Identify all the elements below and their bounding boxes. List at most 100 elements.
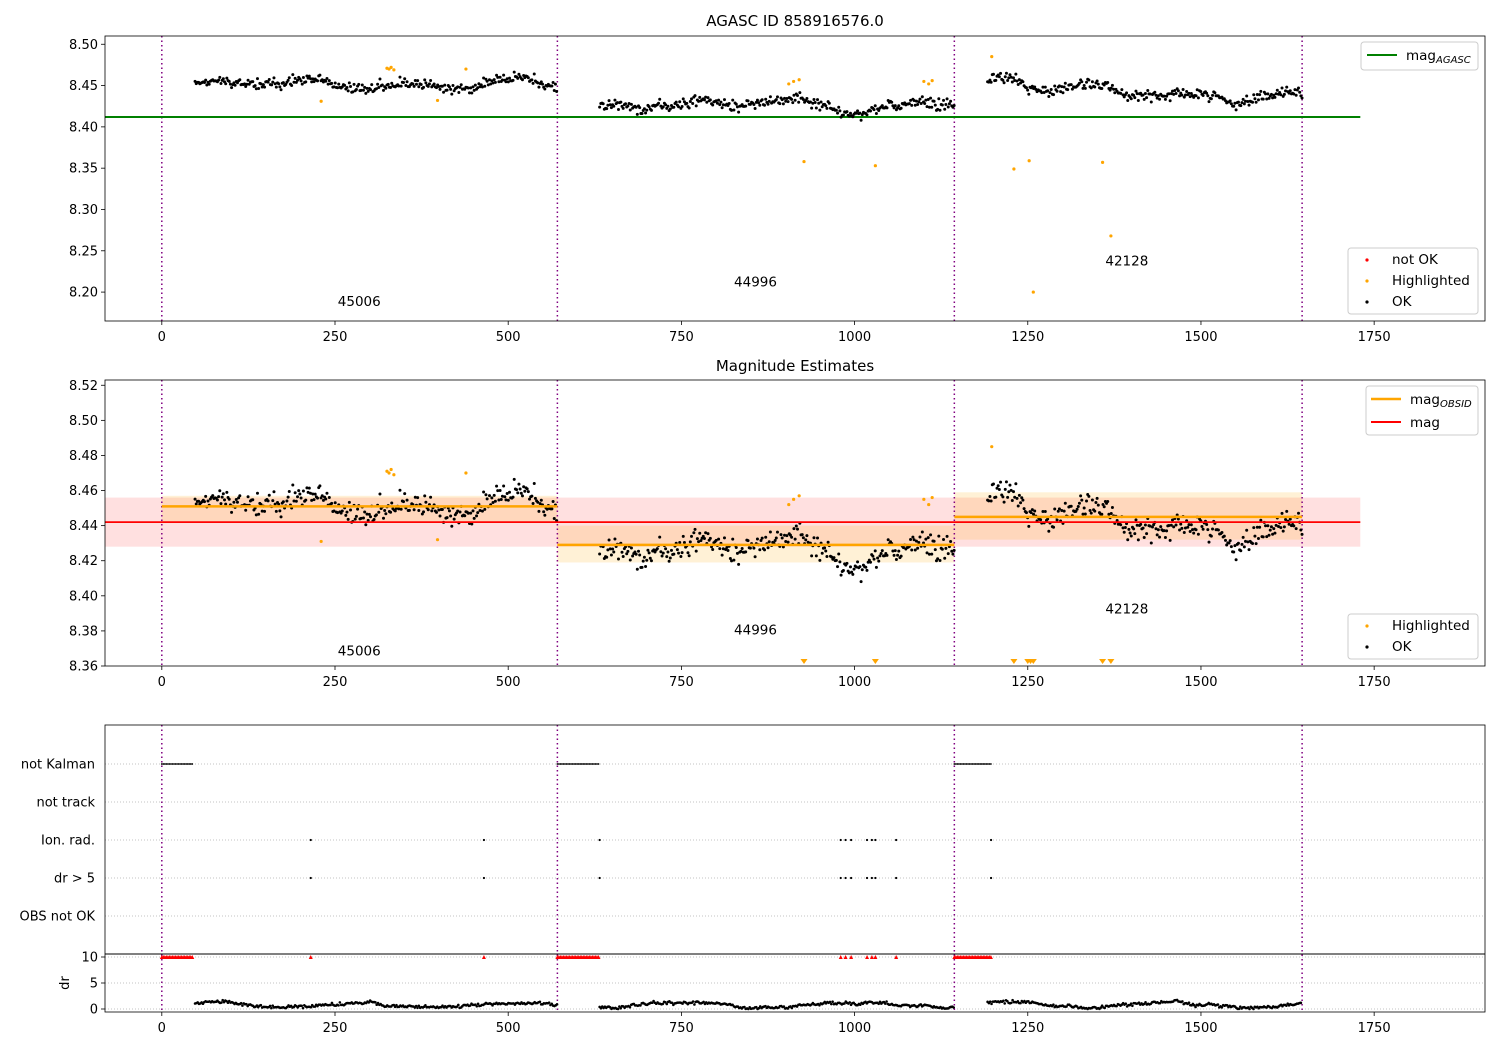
ok-point — [316, 79, 320, 83]
dr-capped-marker — [596, 955, 601, 959]
not-kalman-point — [574, 763, 577, 765]
ok-point — [929, 533, 933, 537]
ok-point — [194, 502, 198, 506]
not-kalman-point — [567, 763, 569, 765]
ok-point — [929, 96, 933, 100]
dr-point — [828, 1000, 832, 1004]
ok-point — [292, 499, 296, 503]
ok-point — [720, 553, 724, 557]
ok-point — [783, 533, 787, 537]
ok-point — [937, 534, 941, 538]
ok-point — [291, 483, 295, 487]
ok-point — [1080, 80, 1084, 84]
ok-point — [1142, 536, 1146, 540]
ok-point — [725, 545, 729, 549]
ok-point — [820, 105, 824, 109]
ok-point — [825, 554, 829, 558]
ok-point — [1060, 85, 1064, 89]
ok-point — [1003, 487, 1007, 491]
ok-point — [1261, 97, 1265, 101]
ok-point — [536, 500, 540, 504]
ok-point — [359, 516, 363, 520]
ok-point — [1188, 95, 1192, 99]
dr-point — [301, 1006, 305, 1010]
ok-point — [301, 489, 305, 493]
ok-point — [478, 508, 482, 512]
dr-point — [1052, 1003, 1055, 1007]
obsid-label: 42128 — [1105, 254, 1148, 270]
not-kalman-point — [986, 763, 989, 765]
highlighted-point — [319, 539, 323, 544]
dr-point — [1144, 1001, 1147, 1004]
ok-point — [775, 530, 779, 534]
ok-point — [390, 501, 394, 505]
ok-point — [361, 88, 365, 92]
ok-point — [543, 87, 547, 91]
ok-point — [1002, 81, 1006, 85]
ok-point — [674, 100, 678, 104]
ok-point — [1211, 527, 1215, 531]
not-kalman-point — [558, 763, 560, 765]
dr-point — [619, 1007, 622, 1010]
ok-point — [432, 82, 436, 86]
ok-point — [638, 106, 642, 110]
ok-point — [616, 108, 620, 112]
ok-point — [1126, 98, 1130, 102]
ok-point — [449, 87, 453, 91]
ok-point — [277, 82, 281, 86]
ion-rad-point — [850, 838, 853, 842]
obsid-label: 45006 — [338, 294, 381, 310]
ok-point — [381, 88, 385, 92]
ok-point — [404, 84, 408, 88]
dr-point — [988, 1000, 992, 1003]
ok-point — [300, 82, 304, 86]
ok-point — [693, 94, 697, 98]
ok-point — [609, 106, 613, 110]
ok-point — [938, 558, 942, 562]
ok-point — [790, 97, 794, 101]
ok-point — [1207, 100, 1211, 104]
ok-point — [485, 497, 489, 501]
ok-point — [1009, 488, 1013, 492]
ok-point — [1158, 97, 1162, 101]
y-tick-label: 8.48 — [69, 449, 98, 464]
not-kalman-point — [968, 763, 971, 765]
ok-point — [426, 84, 430, 88]
ok-point — [946, 552, 950, 556]
not-kalman-point — [564, 763, 566, 765]
ok-point — [999, 480, 1003, 484]
ok-point — [665, 106, 669, 110]
not-kalman-point — [974, 763, 977, 765]
ok-point — [760, 536, 764, 540]
ok-point — [688, 540, 692, 544]
not-kalman-point — [570, 763, 572, 765]
not-kalman-point — [174, 763, 177, 765]
ok-point — [500, 494, 504, 498]
ok-point — [637, 549, 641, 553]
dr-point — [259, 1003, 263, 1007]
ok-point — [285, 499, 289, 503]
ok-point — [551, 80, 555, 84]
ok-point — [936, 107, 940, 111]
ok-point — [508, 76, 512, 80]
ok-point — [215, 498, 219, 502]
ok-point — [1004, 71, 1008, 75]
ok-point — [370, 83, 374, 87]
ok-point — [324, 497, 328, 501]
ok-point — [434, 510, 438, 514]
ok-point — [664, 547, 668, 551]
ok-point — [1093, 85, 1097, 89]
ok-point — [988, 494, 992, 498]
ok-point — [352, 82, 356, 86]
ok-point — [680, 551, 684, 555]
ok-point — [885, 106, 889, 110]
ok-point — [1032, 512, 1036, 516]
ok-point — [299, 496, 303, 500]
out-of-range-marker — [1010, 659, 1018, 664]
ok-point — [1134, 89, 1138, 93]
ok-point — [1155, 533, 1159, 537]
ion-rad-point — [309, 838, 312, 842]
not-kalman-point — [568, 763, 571, 765]
legend-mag-agasc-label: mag — [1406, 48, 1436, 64]
ok-point — [1013, 495, 1017, 499]
